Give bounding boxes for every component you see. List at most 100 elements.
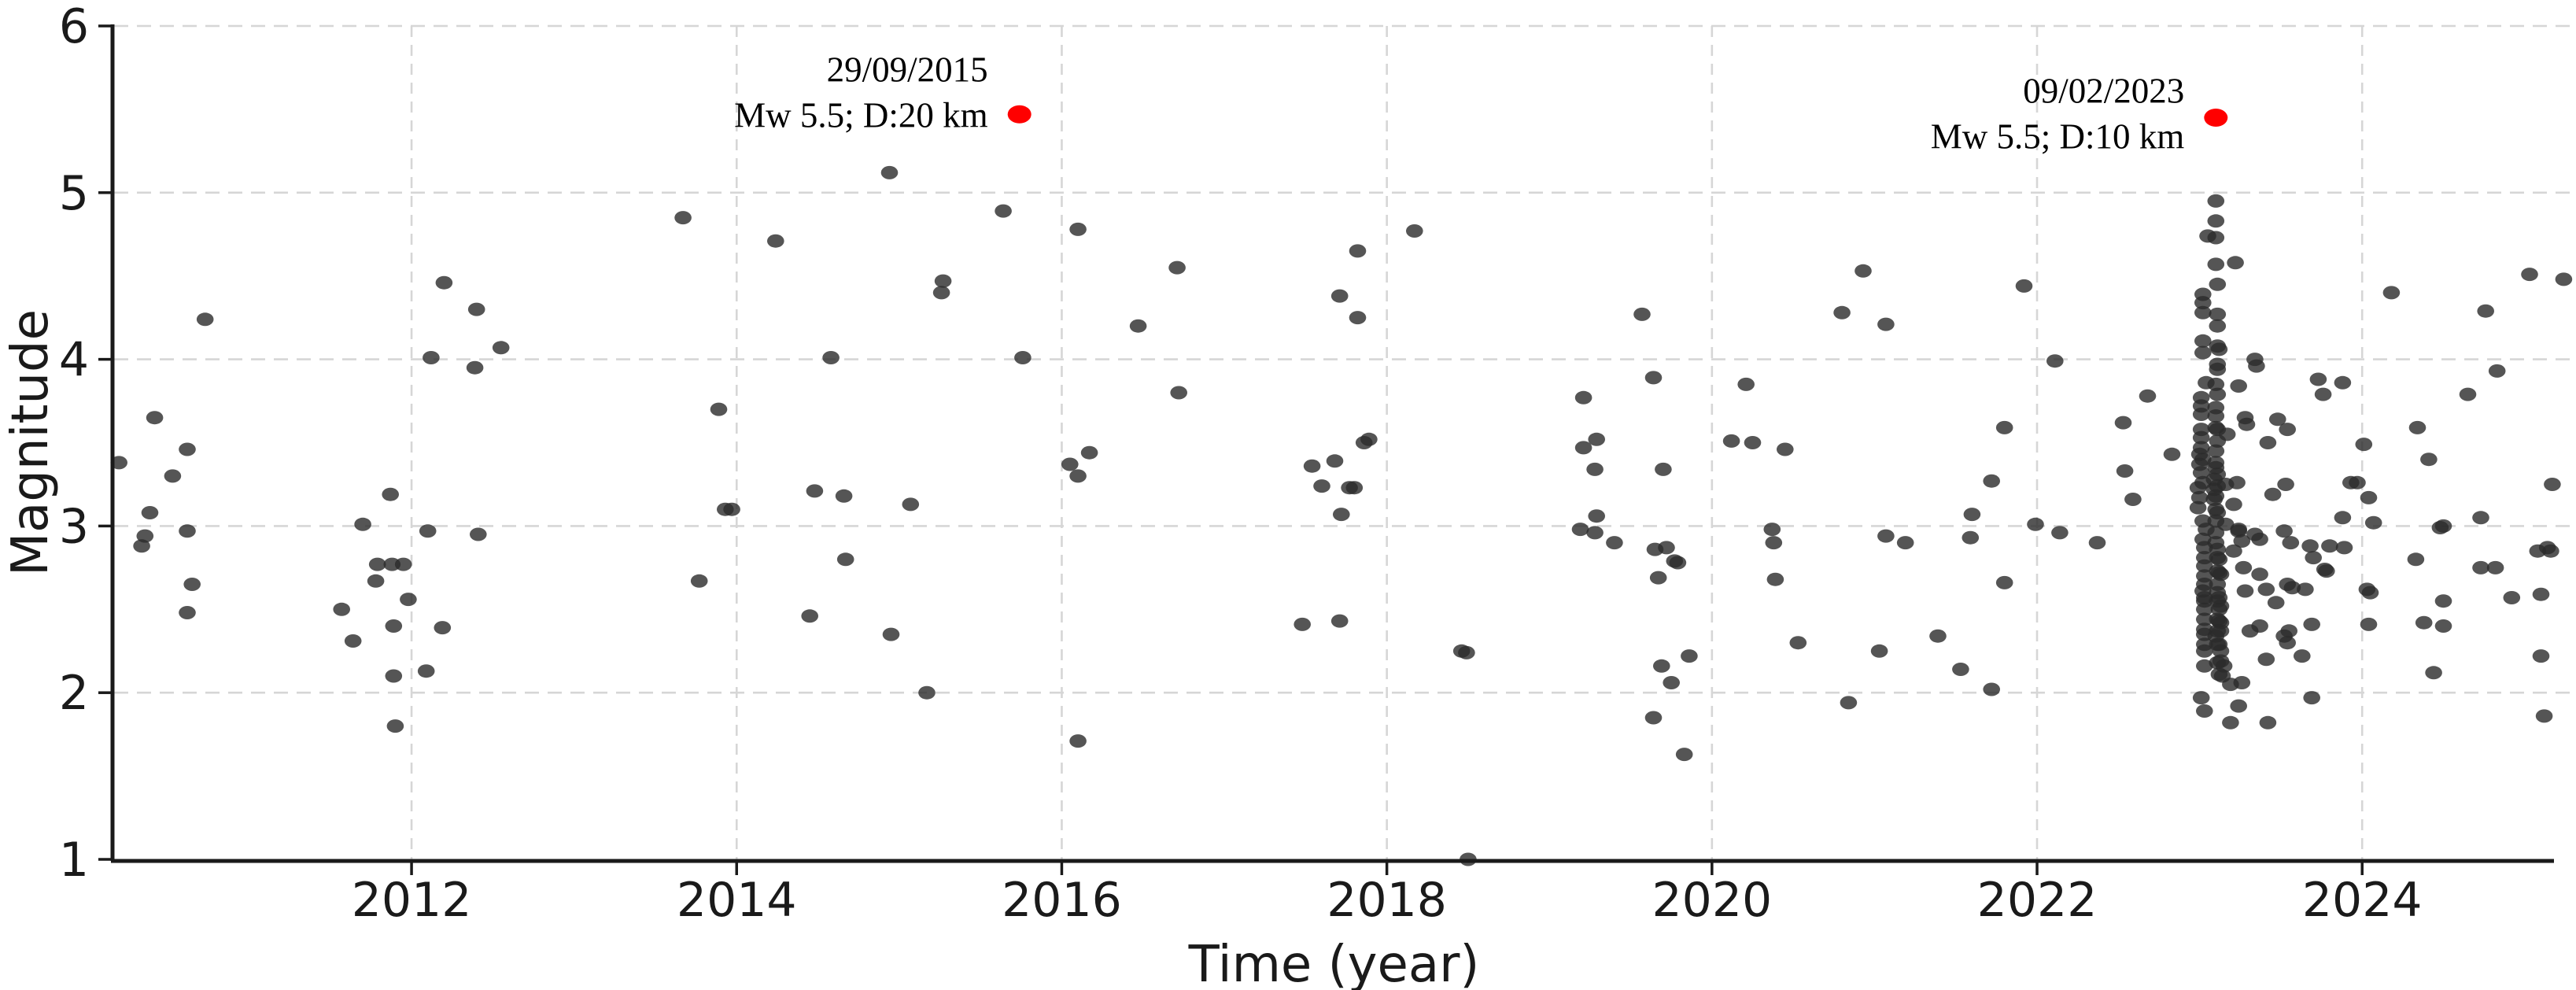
x-tick-label: 2024	[2302, 873, 2423, 928]
data-point	[882, 627, 900, 641]
data-point	[470, 527, 487, 541]
data-point	[2051, 526, 2069, 540]
data-point	[2027, 517, 2044, 531]
data-point	[2209, 387, 2227, 401]
data-point	[690, 574, 708, 588]
data-point	[2349, 475, 2366, 489]
data-point	[2301, 539, 2319, 553]
data-point	[1061, 457, 1079, 471]
data-point	[2225, 544, 2242, 558]
data-point	[835, 489, 853, 503]
data-point	[1649, 571, 1667, 585]
data-point	[1983, 474, 2000, 488]
data-point	[1766, 572, 1784, 586]
data-point	[2196, 644, 2213, 658]
data-point	[1962, 530, 1980, 545]
data-point	[1833, 305, 1851, 320]
data-point	[2215, 659, 2233, 673]
mainshock-annotation-info: Mw 5.5; D:20 km	[734, 95, 988, 135]
data-point	[2207, 489, 2225, 503]
data-point	[2434, 619, 2452, 633]
data-point	[2124, 493, 2142, 506]
y-tick-label: 1	[59, 833, 89, 888]
data-point	[2196, 612, 2213, 626]
data-point	[934, 274, 952, 288]
data-point	[1588, 509, 1605, 523]
data-point	[110, 456, 127, 470]
data-point	[2207, 257, 2225, 272]
data-point	[2305, 551, 2322, 565]
data-point	[918, 685, 936, 700]
data-point	[674, 211, 692, 225]
data-point	[1333, 508, 1350, 522]
data-point	[2212, 567, 2230, 582]
data-point	[2279, 636, 2296, 650]
data-point	[2210, 552, 2228, 567]
data-point	[385, 669, 403, 683]
data-point	[2297, 582, 2314, 597]
data-point	[767, 234, 784, 248]
data-point	[1330, 614, 1349, 628]
data-point	[2434, 594, 2452, 608]
data-point	[1658, 541, 1675, 555]
data-point	[2192, 408, 2210, 421]
data-point	[133, 539, 150, 553]
x-axis-label: Time (year)	[1188, 936, 1480, 990]
data-point	[1653, 659, 1670, 673]
data-point	[2425, 666, 2442, 680]
data-point	[2163, 447, 2181, 461]
data-point	[2088, 536, 2106, 550]
data-point	[386, 719, 404, 733]
data-point	[2192, 466, 2210, 480]
data-point	[1313, 479, 1330, 493]
data-point	[1349, 311, 1367, 325]
data-point	[1744, 436, 1762, 449]
data-point	[179, 606, 196, 619]
data-point	[2196, 559, 2213, 573]
data-point	[806, 484, 824, 498]
data-point	[2194, 453, 2212, 467]
data-point	[141, 506, 159, 519]
data-point	[1571, 523, 1589, 537]
data-point	[1763, 523, 1781, 537]
data-point	[2555, 272, 2573, 286]
data-point	[2227, 256, 2244, 270]
data-point	[2382, 286, 2401, 300]
data-point	[2532, 649, 2550, 663]
data-point	[2544, 478, 2561, 491]
data-point	[2216, 517, 2235, 531]
data-point	[164, 469, 182, 483]
data-point	[2236, 584, 2254, 598]
y-axis-label: Magnitude	[2, 309, 60, 576]
data-point	[179, 524, 196, 538]
data-point	[2477, 304, 2494, 318]
data-point	[2209, 506, 2227, 519]
data-point	[1789, 636, 1807, 650]
data-point	[2207, 194, 2225, 208]
data-point	[2267, 596, 2285, 610]
data-point	[2280, 624, 2297, 638]
data-point	[2235, 560, 2253, 574]
data-point	[1360, 432, 1378, 446]
data-point	[385, 619, 403, 633]
data-point	[1349, 244, 1367, 258]
data-point	[2194, 296, 2212, 310]
data-point	[2209, 319, 2227, 333]
mainshock-point	[1007, 105, 1032, 124]
data-point	[2282, 536, 2300, 550]
data-point	[1586, 526, 1604, 540]
data-point	[179, 442, 196, 456]
data-point	[2335, 541, 2353, 555]
data-point	[2222, 715, 2239, 730]
data-point	[2116, 464, 2134, 478]
data-point	[2194, 334, 2212, 348]
x-tick-label: 2014	[677, 873, 797, 928]
data-point	[2535, 709, 2553, 723]
data-point	[2196, 602, 2213, 616]
data-point	[1406, 224, 1423, 238]
data-point	[1574, 390, 1592, 404]
data-point	[434, 621, 452, 635]
data-point	[2472, 511, 2489, 525]
data-point	[2408, 420, 2427, 434]
mainshock-annotation-date: 29/09/2015	[827, 50, 988, 89]
